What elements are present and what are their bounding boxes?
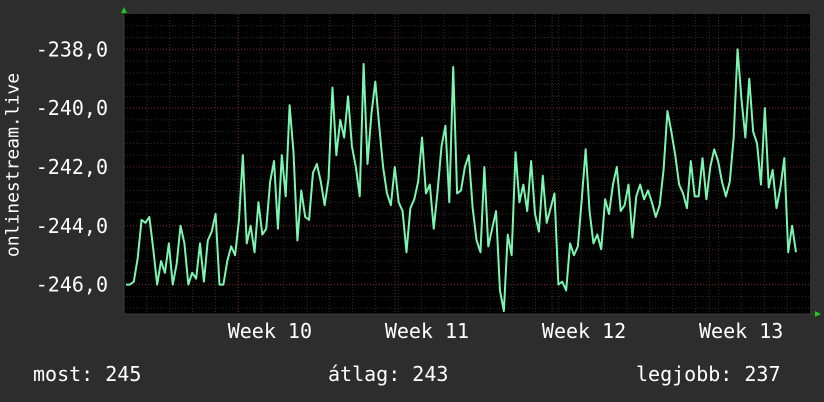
y-tick-label: -240,0	[36, 96, 108, 120]
axes	[121, 7, 821, 317]
series-line	[126, 48, 797, 313]
x-tick-label: Week 12	[542, 319, 626, 343]
y-tick-label: -242,0	[36, 155, 108, 179]
y-axis-label: onlinestream.live	[2, 72, 24, 258]
current-value: most: 245	[33, 362, 142, 386]
y-tick-label: -238,0	[36, 37, 108, 61]
y-axis-arrow	[121, 7, 127, 13]
y-tick-label: -246,0	[36, 273, 108, 297]
x-tick-label: Week 13	[699, 319, 783, 343]
series-layer	[126, 48, 797, 313]
x-tick-label: Week 10	[228, 319, 312, 343]
x-tick-label: Week 11	[385, 319, 469, 343]
axis-ticks: -238,0 -240,0 -242,0 -244,0 -246,0 Week 10 Wee…	[36, 37, 784, 343]
grid	[124, 14, 810, 314]
x-axis-arrow	[815, 311, 821, 317]
average-value: átlag: 243	[328, 362, 449, 386]
y-tick-label: -244,0	[36, 214, 108, 238]
best-value: legjobb: 237	[636, 362, 781, 386]
